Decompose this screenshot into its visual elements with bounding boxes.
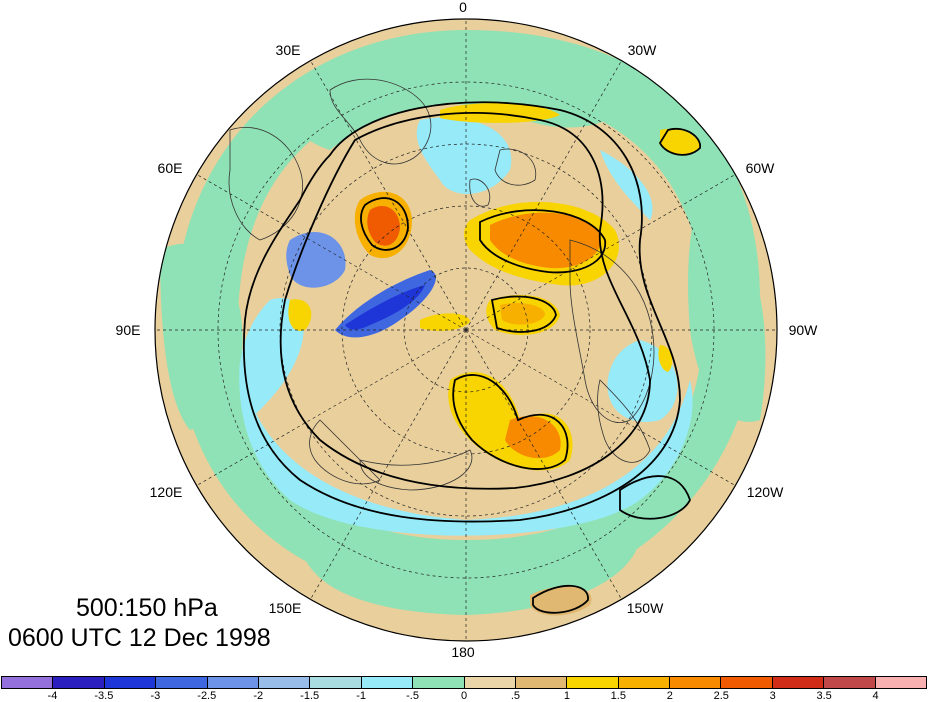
colorbar-tick-label: 1.5 bbox=[610, 690, 626, 702]
colorbar-box bbox=[53, 677, 105, 688]
lon-label-30e: 30E bbox=[275, 42, 301, 58]
lon-label-60w: 60W bbox=[745, 160, 775, 176]
colorbar-tick-label: 2.5 bbox=[713, 690, 729, 702]
colorbar-tick-label: -2.5 bbox=[197, 690, 217, 702]
field-cyan-sw bbox=[239, 298, 304, 420]
field-orange-pole bbox=[500, 303, 545, 325]
colorbar-box bbox=[464, 677, 516, 688]
field-orange-nw bbox=[367, 206, 400, 246]
colorbar-tick-label: 0 bbox=[460, 690, 468, 702]
lon-label-180: 180 bbox=[451, 644, 475, 660]
field-blue-west bbox=[286, 231, 346, 288]
colorbar-tick-label: -1.5 bbox=[300, 690, 320, 702]
field-blue-core bbox=[345, 285, 425, 330]
colorbar-box bbox=[824, 677, 876, 688]
colorbar-box bbox=[670, 677, 722, 688]
lon-label-30w: 30W bbox=[627, 42, 657, 58]
lon-label-120w: 120W bbox=[746, 484, 784, 500]
colorbar-tick-label: -.5 bbox=[406, 690, 419, 702]
colorbar-tick-label: -1 bbox=[356, 690, 366, 702]
colorbar-tick-label: -2 bbox=[253, 690, 264, 702]
lon-label-60e: 60E bbox=[157, 160, 183, 176]
colorbar-tick-label: 3.5 bbox=[816, 690, 832, 702]
field-orange-ne bbox=[490, 212, 601, 269]
colorbar-tick-label: 1 bbox=[563, 690, 570, 702]
field-shading bbox=[155, 19, 777, 641]
field-green-west bbox=[160, 243, 243, 430]
lon-label-90w: 90W bbox=[788, 322, 818, 338]
colorbar-box bbox=[2, 677, 54, 688]
colorbar-box bbox=[875, 677, 927, 688]
colorbar-tick-label: 2 bbox=[666, 690, 673, 702]
colorbar-box bbox=[772, 677, 825, 688]
field-cyan-north bbox=[416, 117, 512, 194]
field-yellow-far-e bbox=[658, 345, 673, 372]
colorbar-box bbox=[156, 677, 208, 688]
coastlines bbox=[228, 78, 655, 491]
field-green-east bbox=[688, 200, 766, 422]
colorbar-box bbox=[721, 677, 773, 688]
colorbar-tick-label: .5 bbox=[510, 690, 521, 702]
lon-label-120e: 120E bbox=[149, 484, 183, 500]
field-orange-s bbox=[505, 416, 561, 459]
colorbar-tick-label: -4 bbox=[47, 690, 58, 702]
field-yellow-center bbox=[420, 313, 470, 331]
lon-label-150w: 150W bbox=[626, 600, 664, 616]
colorbar-box bbox=[207, 677, 259, 688]
colorbar-tick-label: -3 bbox=[150, 690, 161, 702]
title-level: 500:150 hPa bbox=[76, 594, 218, 622]
colorbar-box bbox=[361, 677, 414, 688]
colorbar-box bbox=[310, 677, 362, 688]
colorbar-tick-label: 4 bbox=[872, 690, 879, 702]
contours bbox=[242, 101, 701, 614]
map-boundary bbox=[154, 18, 778, 642]
lon-label-90e: 90E bbox=[115, 322, 141, 338]
colorbar-box bbox=[567, 677, 619, 688]
colorbar-box bbox=[258, 677, 311, 688]
field-yellow-far-w bbox=[288, 299, 312, 331]
colorbar bbox=[1, 676, 927, 689]
title-time: 0600 UTC 12 Dec 1998 bbox=[8, 624, 271, 652]
lon-label-0: 0 bbox=[459, 0, 467, 15]
colorbar-box bbox=[413, 677, 465, 688]
colorbar-box bbox=[515, 677, 568, 688]
meridians bbox=[155, 19, 777, 641]
field-yellow-far-ne bbox=[660, 128, 700, 155]
field-cyan-ne bbox=[600, 150, 653, 220]
colorbar-tick-label: 3 bbox=[769, 690, 776, 702]
colorbar-tick-label: -3.5 bbox=[94, 690, 114, 702]
colorbar-box bbox=[618, 677, 671, 688]
colorbar-box bbox=[104, 677, 157, 688]
lon-label-150e: 150E bbox=[268, 600, 302, 616]
